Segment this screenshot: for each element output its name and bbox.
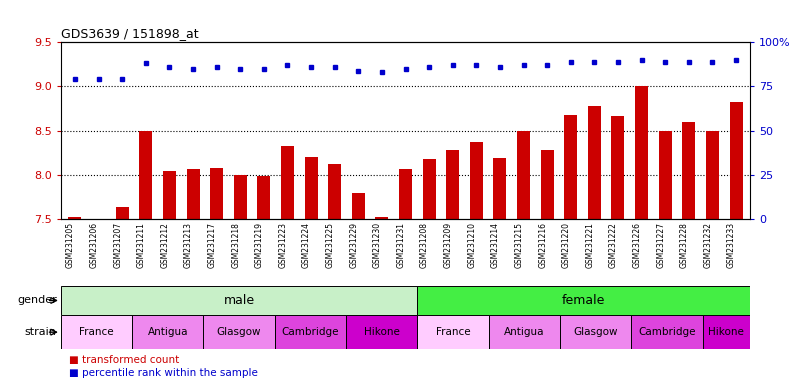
Bar [352, 193, 365, 219]
Text: gender: gender [17, 295, 57, 306]
Bar [132, 315, 204, 349]
Bar [139, 131, 152, 219]
Bar [517, 131, 530, 219]
Bar [659, 131, 672, 219]
Text: Cambridge: Cambridge [638, 327, 696, 337]
Text: France: France [79, 327, 114, 337]
Bar [116, 207, 129, 219]
Text: ■ transformed count: ■ transformed count [69, 355, 179, 365]
Bar [489, 315, 560, 349]
Bar [346, 315, 418, 349]
Bar [418, 315, 489, 349]
Bar [493, 158, 506, 219]
Bar [470, 142, 483, 219]
Bar [611, 116, 624, 219]
Bar [682, 122, 695, 219]
Text: Hikone: Hikone [364, 327, 400, 337]
Bar [375, 217, 388, 219]
Text: Glasgow: Glasgow [217, 327, 261, 337]
Bar [187, 169, 200, 219]
Bar [588, 106, 601, 219]
Bar [257, 177, 270, 219]
Bar [328, 164, 341, 219]
Bar [702, 315, 750, 349]
Bar [305, 157, 318, 219]
Text: strain: strain [25, 327, 57, 337]
Bar [210, 168, 223, 219]
Bar [281, 146, 294, 219]
Bar [399, 169, 412, 219]
Text: ■ percentile rank within the sample: ■ percentile rank within the sample [69, 368, 258, 379]
Bar [92, 219, 105, 220]
Text: male: male [224, 294, 255, 307]
Bar [706, 131, 719, 219]
Bar [635, 86, 648, 219]
Bar [418, 286, 750, 315]
Text: Glasgow: Glasgow [573, 327, 618, 337]
Bar [234, 175, 247, 219]
Bar [61, 286, 418, 315]
Bar [275, 315, 346, 349]
Bar [446, 150, 459, 219]
Text: France: France [436, 327, 470, 337]
Text: Cambridge: Cambridge [281, 327, 339, 337]
Bar [61, 315, 132, 349]
Bar [204, 315, 275, 349]
Bar [560, 315, 631, 349]
Bar [423, 159, 436, 219]
Bar [163, 171, 176, 219]
Text: GDS3639 / 151898_at: GDS3639 / 151898_at [61, 27, 199, 40]
Bar [564, 115, 577, 219]
Bar [631, 315, 702, 349]
Text: Antigua: Antigua [504, 327, 545, 337]
Text: Hikone: Hikone [709, 327, 744, 337]
Text: Antigua: Antigua [148, 327, 188, 337]
Text: female: female [562, 294, 606, 307]
Bar [730, 102, 743, 219]
Bar [541, 150, 554, 219]
Bar [68, 217, 81, 219]
